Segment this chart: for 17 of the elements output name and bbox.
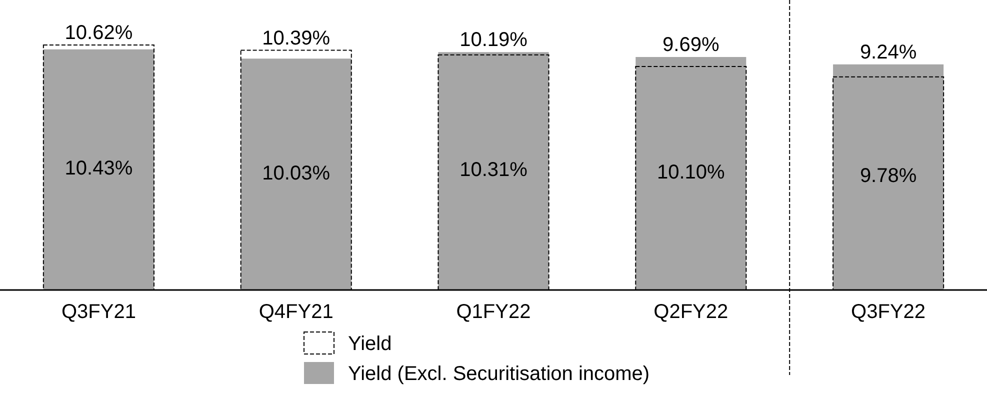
data-label: 10.31% — [460, 159, 528, 182]
data-label: 10.43% — [64, 158, 133, 180]
x-tick-label: Q3FY21 — [61, 301, 136, 323]
legend-label: Yield — [348, 333, 392, 355]
x-tick-label: Q3FY22 — [851, 301, 926, 323]
data-label: 10.39% — [262, 27, 330, 50]
data-label: 9.24% — [860, 41, 917, 64]
x-tick-label: Q1FY22 — [456, 301, 531, 323]
legend-label: Yield (Excl. Securitisation income) — [348, 363, 650, 385]
data-label: 10.19% — [460, 29, 528, 52]
data-label: 9.69% — [662, 34, 720, 56]
data-label: 9.78% — [860, 165, 917, 188]
x-tick-label: Q2FY22 — [654, 301, 728, 323]
x-tick-label: Q4FY21 — [258, 301, 334, 323]
data-label: 10.10% — [656, 162, 726, 184]
data-label: 10.62% — [64, 22, 133, 44]
data-label: 10.03% — [262, 162, 330, 184]
